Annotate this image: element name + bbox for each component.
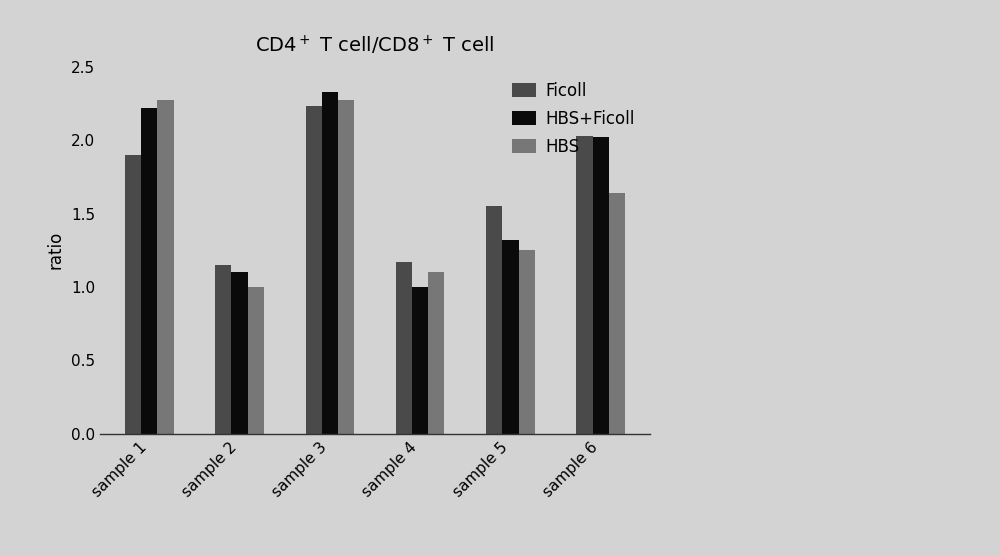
Bar (412, 287, 428, 434)
Bar (157, 101, 174, 434)
Bar (231, 272, 248, 434)
Bar (576, 136, 593, 434)
Bar (428, 272, 444, 434)
Bar (141, 108, 157, 434)
Bar (502, 240, 519, 434)
Y-axis label: ratio: ratio (46, 231, 64, 269)
Bar (125, 155, 141, 434)
Bar (215, 265, 231, 434)
Title: CD4$^+$ T cell/CD8$^+$ T cell: CD4$^+$ T cell/CD8$^+$ T cell (255, 34, 495, 57)
Legend: Ficoll, HBS+Ficoll, HBS: Ficoll, HBS+Ficoll, HBS (506, 75, 642, 162)
Bar (519, 250, 535, 434)
Bar (322, 92, 338, 434)
Bar (593, 137, 609, 434)
Bar (396, 262, 412, 434)
Bar (338, 101, 354, 434)
Bar (486, 206, 502, 434)
Bar (248, 287, 264, 434)
Bar (609, 193, 625, 434)
Bar (306, 106, 322, 434)
